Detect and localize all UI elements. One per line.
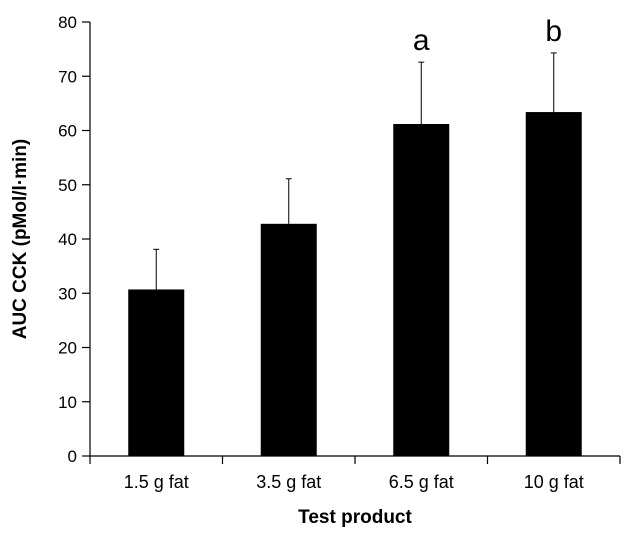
y-tick-label: 20 xyxy=(58,339,77,358)
y-axis-title: AUC CCK (pMol/l·min) xyxy=(10,139,31,340)
bars xyxy=(128,112,582,456)
bar xyxy=(128,289,184,456)
y-tick-label: 40 xyxy=(58,230,77,249)
x-tick-label: 10 g fat xyxy=(524,472,584,492)
y-tick-label: 50 xyxy=(58,176,77,195)
y-tick-label: 60 xyxy=(58,122,77,141)
x-tick-label: 3.5 g fat xyxy=(256,472,321,492)
bar xyxy=(261,224,317,456)
significance-label: b xyxy=(545,15,562,48)
bar xyxy=(393,124,449,456)
error-bars xyxy=(153,53,557,290)
y-tick-label: 0 xyxy=(68,447,77,466)
x-tick-label: 1.5 g fat xyxy=(124,472,189,492)
significance-label: a xyxy=(413,24,430,57)
y-tick-label: 70 xyxy=(58,67,77,86)
y-ticks: 0 10 20 30 40 50 60 70 80 xyxy=(58,13,90,466)
bar xyxy=(526,112,582,456)
y-tick-label: 30 xyxy=(58,284,77,303)
x-tick-label: 6.5 g fat xyxy=(389,472,454,492)
x-ticks: 1.5 g fat 3.5 g fat 6.5 g fat 10 g fat xyxy=(90,456,620,492)
y-tick-label: 10 xyxy=(58,393,77,412)
y-tick-label: 80 xyxy=(58,13,77,32)
x-axis-title: Test product xyxy=(298,507,412,528)
